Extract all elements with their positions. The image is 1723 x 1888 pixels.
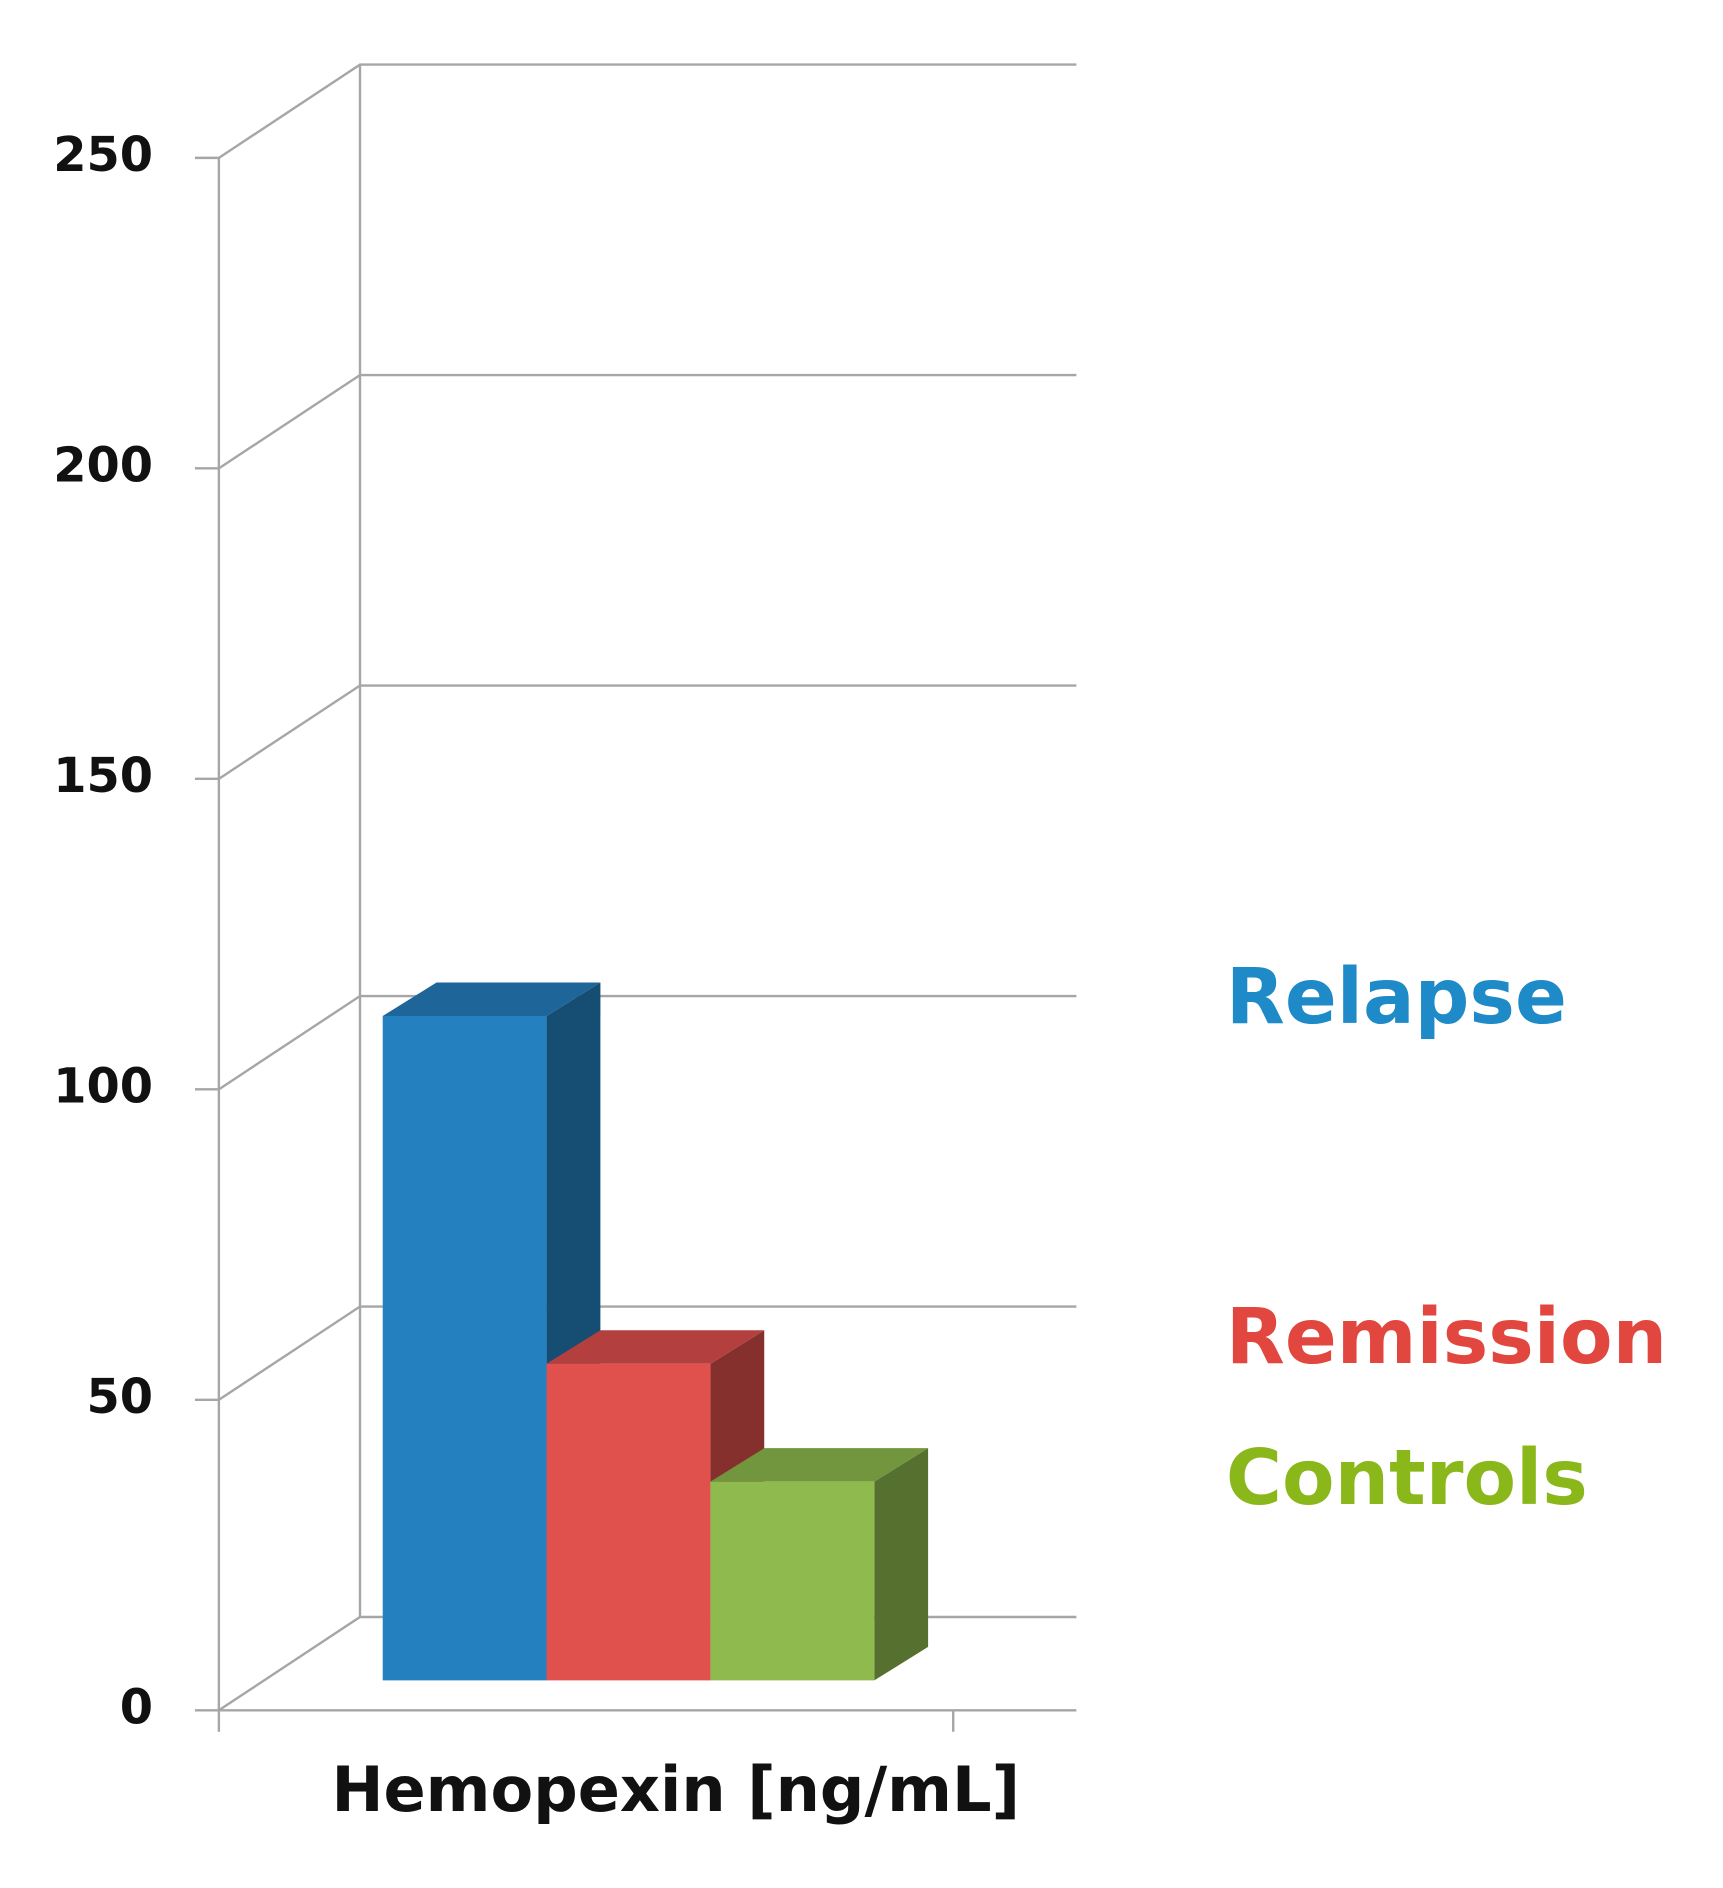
y-tick-label: 50	[87, 1370, 154, 1425]
grid-line	[218, 684, 1077, 780]
grid-line	[218, 63, 1077, 159]
x-axis-label: Hemopexin [ng/mL]	[331, 1753, 1020, 1826]
bar-side	[874, 1448, 929, 1681]
y-tick-label: 150	[53, 749, 153, 804]
y-tick-label: 100	[53, 1059, 153, 1114]
bar-top	[546, 1330, 765, 1364]
grid-line	[218, 994, 1077, 1091]
y-tick-label: 200	[53, 438, 153, 493]
grid-line	[218, 1305, 1077, 1401]
bar-top	[710, 1448, 929, 1482]
legend-label: Relapse	[1226, 953, 1567, 1042]
bar	[382, 1015, 547, 1681]
y-tick-label: 0	[120, 1680, 153, 1735]
bar	[546, 1363, 711, 1681]
legend-label: Remission	[1226, 1293, 1667, 1382]
bar	[710, 1481, 875, 1681]
plot: Hemopexin [ng/mL] 0 50 100 150 200 250 Relapse…	[53, 63, 1667, 1826]
y-tick-label: 250	[53, 128, 153, 183]
bar-top	[382, 982, 601, 1016]
legend-label: Controls	[1226, 1434, 1588, 1523]
grid-line	[218, 373, 1077, 470]
